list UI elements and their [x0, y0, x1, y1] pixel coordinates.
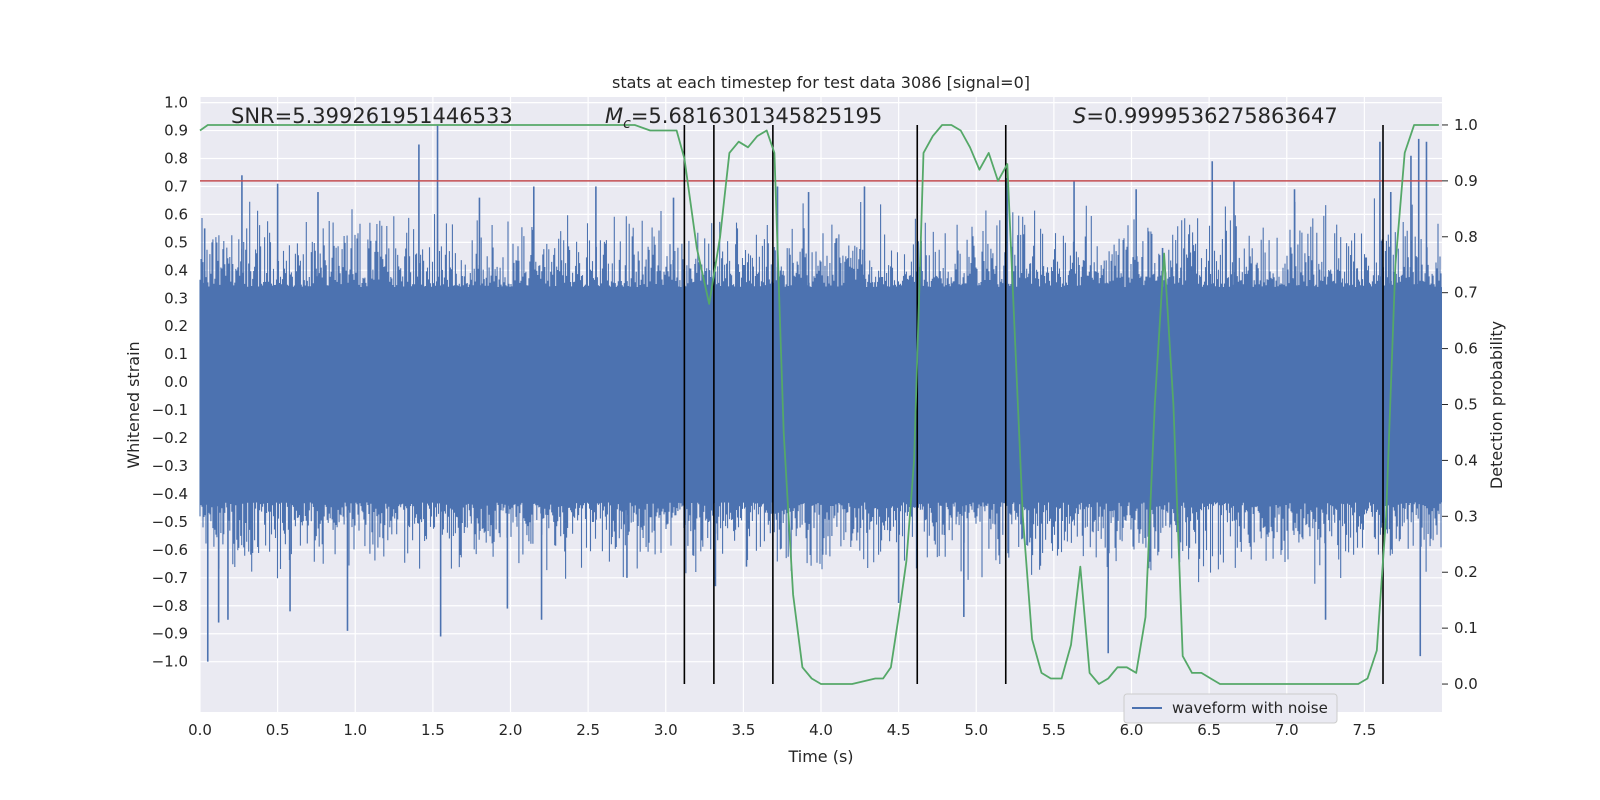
- x-tick-labels: 0.0 0.5 1.0 1.5 2.0 2.5 3.0 3.5 4.0 4.5 5.0 5.5 6.0 6…: [188, 721, 1376, 739]
- x-tick-label-1: 0.5: [266, 721, 290, 739]
- chirp-mass-value: =5.6816301345825195: [631, 104, 882, 128]
- chart-title: stats at each timestep for test data 308…: [612, 73, 1030, 92]
- y-tick-label-18: −0.8: [152, 597, 188, 615]
- x-tick-label-11: 5.5: [1042, 721, 1066, 739]
- detection-probability-series: [199, 124, 1439, 685]
- chirp-mass-symbol: M: [605, 104, 623, 128]
- x-tick-label-13: 6.5: [1197, 721, 1221, 739]
- x-tick-label-12: 6.0: [1120, 721, 1144, 739]
- y-tick-label-4: 0.6: [164, 205, 188, 223]
- y-right-tick-label-0: 1.0: [1454, 116, 1478, 134]
- chirp-mass-annotation: Mc=5.6816301345825195: [605, 104, 882, 132]
- y-tick-label-6: 0.4: [164, 261, 188, 279]
- y-right-tick-label-6: 0.4: [1454, 451, 1478, 469]
- y-tick-label-14: −0.4: [152, 485, 188, 503]
- x-tick-label-8: 4.0: [809, 721, 833, 739]
- legend: waveform with noise: [1123, 693, 1338, 724]
- y-tick-label-19: −0.9: [152, 625, 188, 643]
- y-tick-label-10: 0.0: [164, 373, 188, 391]
- y-right-tick-label-4: 0.6: [1454, 340, 1478, 358]
- y-right-tick-label-5: 0.5: [1454, 396, 1478, 414]
- y-right-tick-labels: 1.0 0.9 0.8 0.7 0.6 0.5 0.4 0.3 0.2 0.1 0.0: [1442, 116, 1478, 693]
- y-tick-label-13: −0.3: [152, 457, 188, 475]
- y-right-axis-label: Detection probability: [1487, 321, 1506, 489]
- x-tick-label-14: 7.0: [1275, 721, 1299, 739]
- y-axis-label: Whitened strain: [124, 341, 143, 468]
- x-tick-label-10: 5.0: [964, 721, 988, 739]
- x-tick-label-9: 4.5: [887, 721, 911, 739]
- y-tick-label-7: 0.3: [164, 289, 188, 307]
- y-tick-label-9: 0.1: [164, 345, 188, 363]
- y-right-tick-label-9: 0.1: [1454, 619, 1478, 637]
- y-tick-label-20: −1.0: [152, 653, 188, 671]
- y-right-tick-label-7: 0.3: [1454, 507, 1478, 525]
- detection-probability-line: [199, 124, 1439, 685]
- legend-box: [1123, 693, 1338, 724]
- y-tick-label-15: −0.5: [152, 513, 188, 531]
- legend-label: waveform with noise: [1172, 699, 1328, 717]
- y-tick-label-2: 0.8: [164, 150, 188, 168]
- y-right-tick-label-1: 0.9: [1454, 172, 1478, 190]
- y-tick-label-11: −0.1: [152, 401, 188, 419]
- waveform-texture: [199, 198, 1442, 584]
- y-right-tick-label-3: 0.7: [1454, 284, 1478, 302]
- chirp-mass-subscript: c: [623, 116, 631, 132]
- y-tick-label-5: 0.5: [164, 233, 188, 251]
- y-right-tick-label-10: 0.0: [1454, 675, 1478, 693]
- y-tick-label-16: −0.6: [152, 541, 188, 559]
- trigger-lines: [683, 124, 1384, 685]
- y-tick-label-0: 1.0: [164, 94, 188, 112]
- x-tick-label-3: 1.5: [421, 721, 445, 739]
- s-symbol: S: [1073, 104, 1086, 128]
- x-tick-label-7: 3.5: [731, 721, 755, 739]
- y-tick-label-3: 0.7: [164, 177, 188, 195]
- x-axis-label: Time (s): [787, 747, 853, 766]
- x-tick-label-6: 3.0: [654, 721, 678, 739]
- y-right-tick-label-2: 0.8: [1454, 228, 1478, 246]
- y-tick-labels: 1.0 0.9 0.8 0.7 0.6 0.5 0.4 0.3 0.2 0.1 0.0 −0.1 −0.…: [152, 94, 188, 671]
- s-value: =0.9999536275863647: [1086, 104, 1337, 128]
- y-tick-label-17: −0.7: [152, 569, 188, 587]
- s-annotation: S=0.9999536275863647: [1073, 104, 1338, 128]
- waveform-with-noise-series: [199, 124, 1442, 662]
- x-tick-label-15: 7.5: [1352, 721, 1376, 739]
- x-tick-label-2: 1.0: [343, 721, 367, 739]
- x-tick-label-0: 0.0: [188, 721, 212, 739]
- y-tick-label-1: 0.9: [164, 122, 188, 140]
- x-tick-label-5: 2.5: [576, 721, 600, 739]
- snr-annotation: SNR=5.399261951446533: [231, 104, 513, 128]
- y-tick-label-8: 0.2: [164, 317, 188, 335]
- y-right-tick-label-8: 0.2: [1454, 563, 1478, 581]
- y-tick-label-12: −0.2: [152, 429, 188, 447]
- x-tick-label-4: 2.0: [499, 721, 523, 739]
